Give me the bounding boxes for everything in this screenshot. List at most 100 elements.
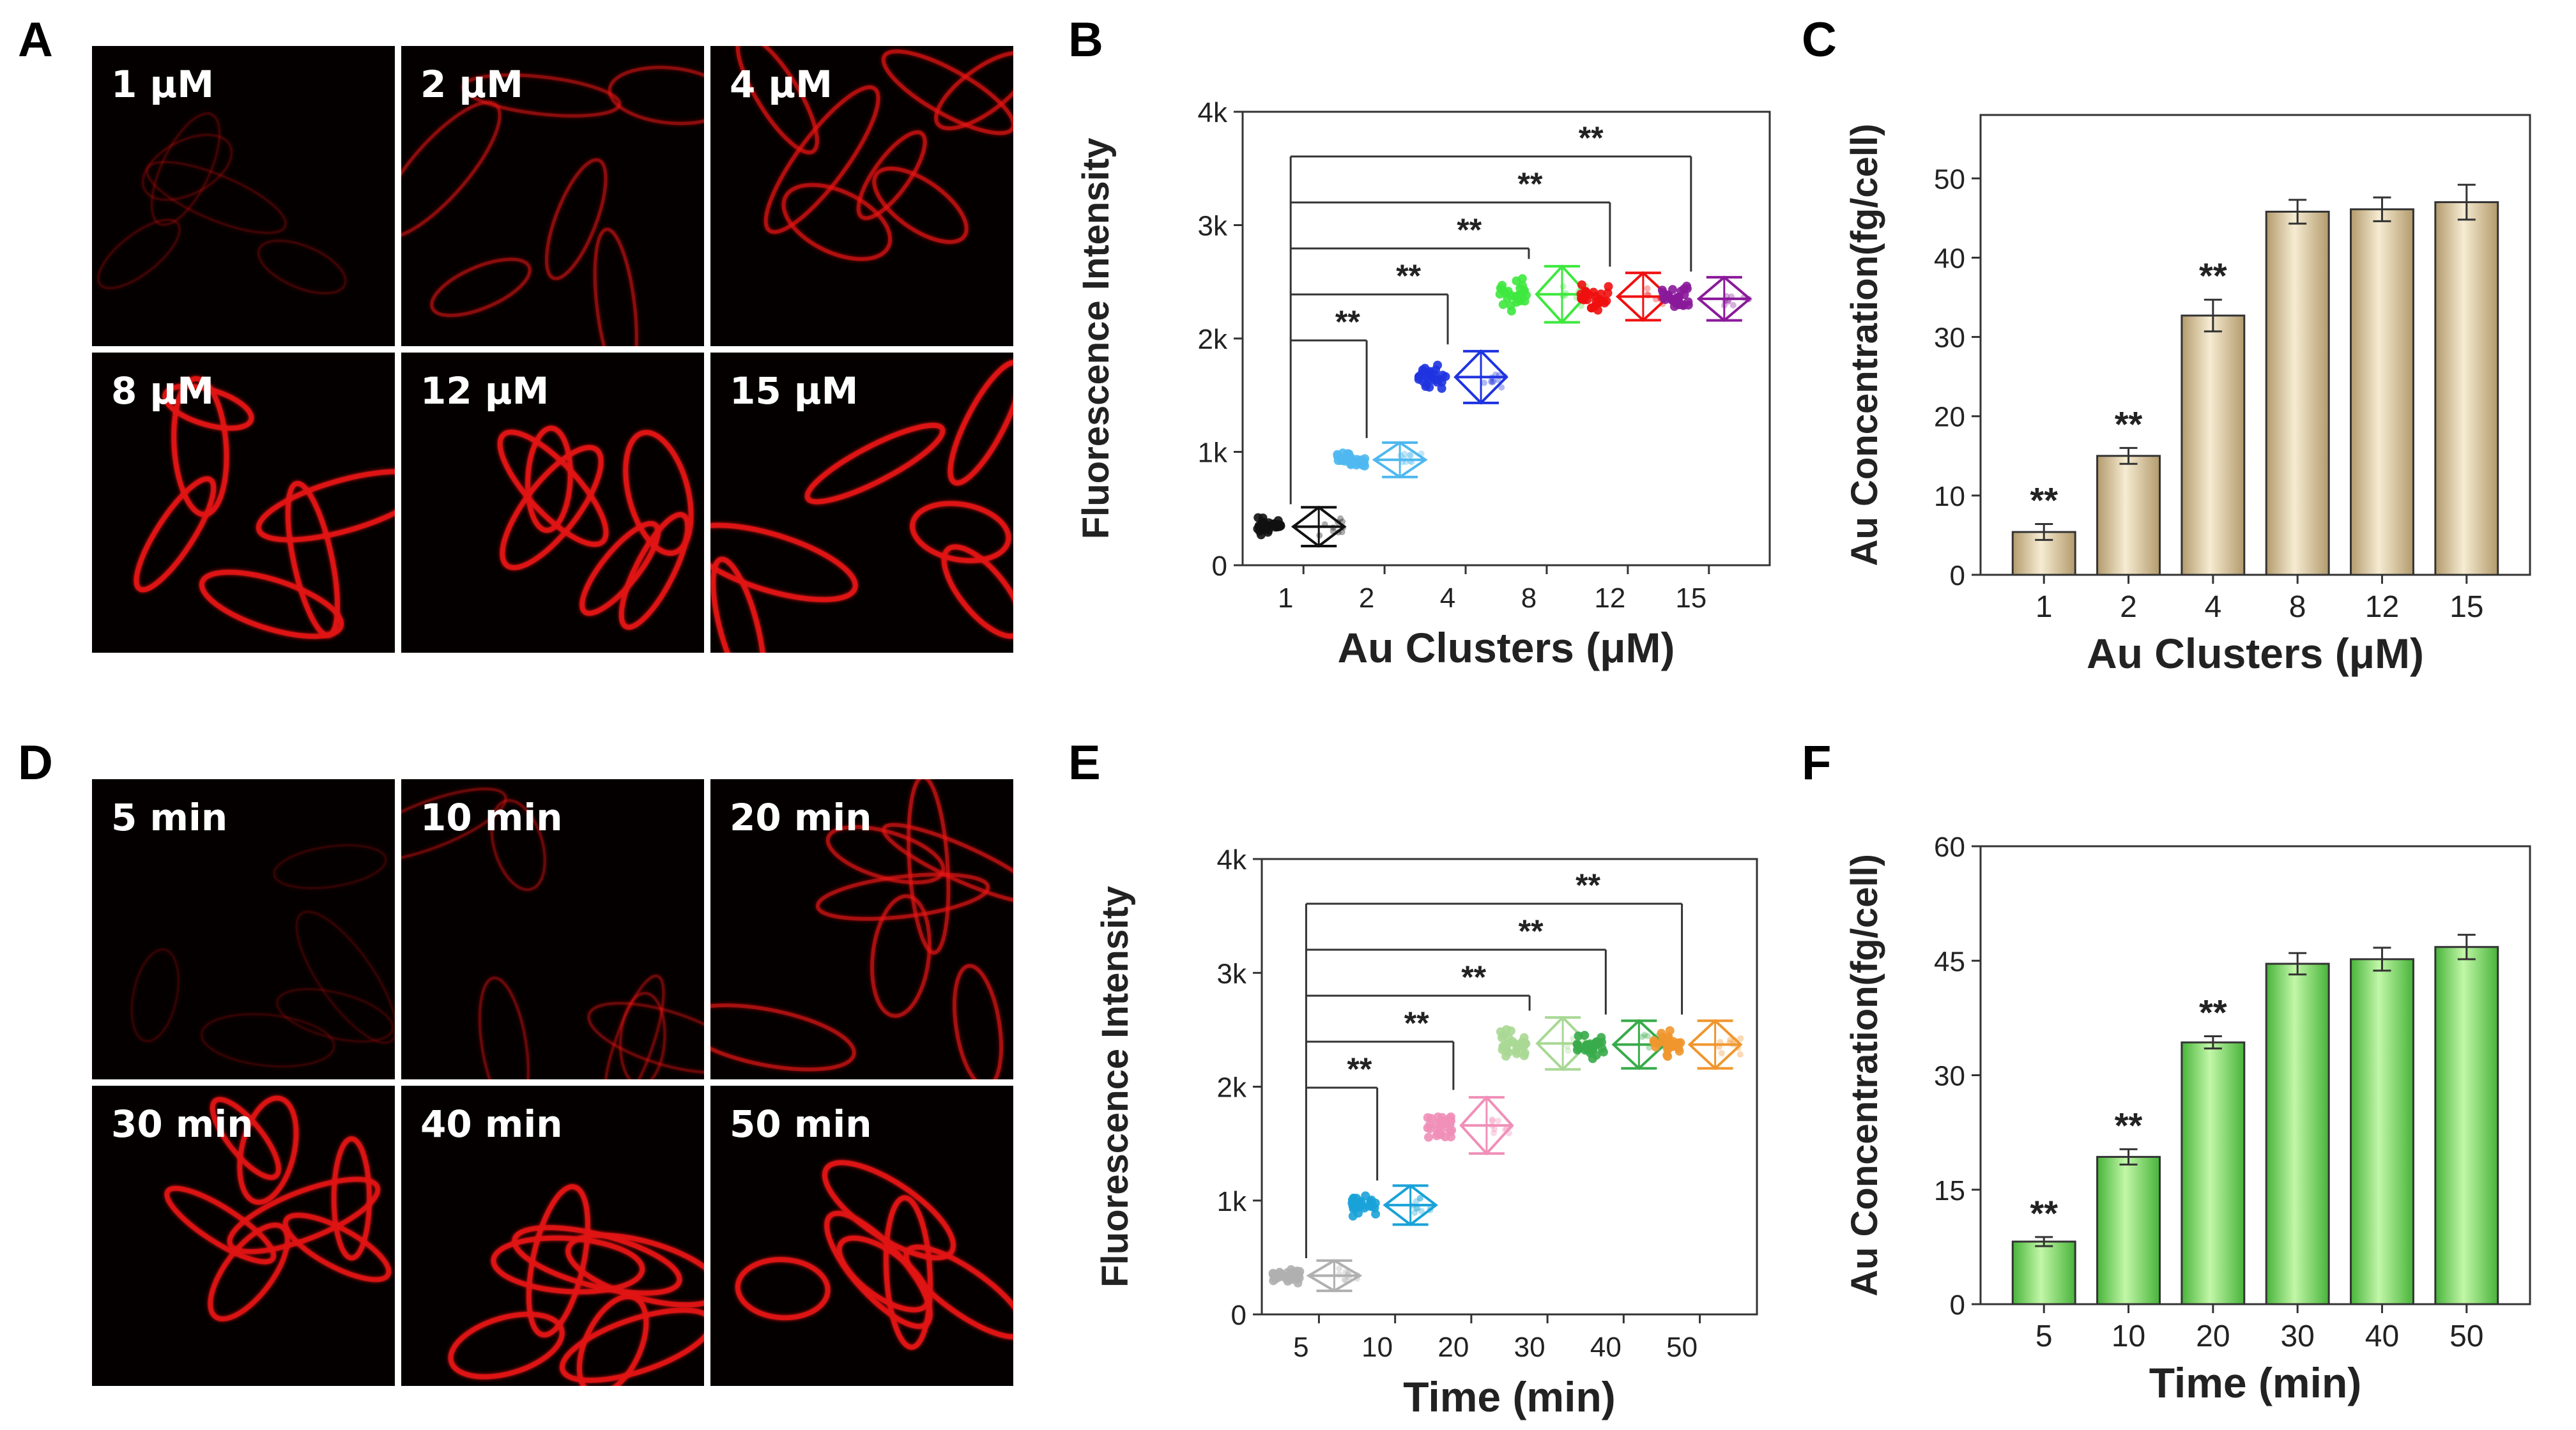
data-group <box>1253 505 1347 548</box>
cell-membrane <box>872 166 969 244</box>
chart-e-fluorescence-vs-time: 0 1k 2k 3k 4k 5 10 20 30 40 50 Time (min) Fluorescen… <box>1094 844 1758 1420</box>
x-tick-label: 40 <box>1590 1332 1621 1363</box>
bar-group <box>2350 196 2414 576</box>
data-point <box>1293 1272 1303 1281</box>
data-point <box>1446 1132 1456 1142</box>
y-tick-label: 10 <box>1934 481 1965 512</box>
data-point-faint <box>1646 1044 1653 1051</box>
micrograph-grid-d: 5 min 10 min 20 min 30 min 40 min 50 min <box>92 779 1013 1386</box>
x-tick-label: 50 <box>1666 1332 1698 1363</box>
micrograph-tile <box>401 779 704 1079</box>
bar-group: ** <box>2096 1105 2161 1305</box>
cell-membrane <box>941 544 1013 639</box>
micrograph-tile <box>92 353 395 653</box>
data-point <box>1519 1051 1529 1061</box>
cell-membrane <box>618 991 666 1079</box>
data-point <box>1353 1200 1363 1210</box>
y-tick-label: 15 <box>1934 1175 1965 1206</box>
cell-membrane <box>544 158 608 280</box>
cell-membrane <box>96 218 181 290</box>
data-point-faint <box>1416 1194 1423 1201</box>
y-tick-label: 3k <box>1217 958 1247 989</box>
cell-membrane <box>881 49 1013 135</box>
cell-membrane <box>579 521 661 616</box>
cell-membrane-glow <box>146 160 288 234</box>
data-group <box>1576 271 1671 323</box>
data-point <box>1520 296 1529 306</box>
micrograph-label: 30 min <box>111 1102 254 1146</box>
cell-membrane-glow <box>401 787 507 863</box>
x-tick-label: 4 <box>1440 582 1455 614</box>
cell-membrane <box>490 798 547 892</box>
cell-membrane-glow <box>490 798 547 892</box>
y-axis-title: Fluorescence Intensity <box>1075 138 1117 540</box>
micrograph-tile <box>92 46 395 346</box>
panel-letter-e: E <box>1068 736 1101 790</box>
data-point-faint <box>1718 1049 1725 1056</box>
data-group <box>1268 1259 1363 1293</box>
x-tick-label: 2 <box>1359 582 1374 614</box>
data-point <box>1650 1038 1659 1047</box>
y-axis-title: Au Concentration(fg/cell) <box>1844 854 1885 1297</box>
micrograph-tile <box>710 1086 1013 1386</box>
data-point-faint <box>1411 1209 1418 1216</box>
micrograph-tile <box>92 779 395 1079</box>
data-point <box>1517 274 1527 284</box>
bar <box>2096 1155 2161 1305</box>
x-tick-label: 40 <box>2365 1320 2399 1353</box>
panel-letter-a: A <box>18 13 53 67</box>
data-point <box>1582 1040 1591 1049</box>
data-point-faint <box>1401 450 1408 457</box>
x-tick-label: 12 <box>2365 590 2399 624</box>
data-point <box>1680 290 1689 300</box>
cell-membrane <box>461 73 622 118</box>
y-tick-label: 0 <box>1950 1289 1965 1321</box>
micrograph-label: 8 μM <box>111 369 214 413</box>
data-point-faint <box>1644 1033 1651 1040</box>
data-point <box>1658 1033 1667 1042</box>
cell-membrane-glow <box>275 988 394 1043</box>
data-point <box>1672 300 1682 309</box>
cell-membrane-glow <box>273 844 387 890</box>
cell-membrane <box>882 823 1013 904</box>
significance-marker: ** <box>1461 959 1486 995</box>
tile-background <box>92 779 395 1079</box>
cell-membrane <box>526 1184 590 1338</box>
data-point <box>1269 1276 1278 1286</box>
x-tick-label: 1 <box>1278 582 1293 614</box>
panel-letter-d: D <box>18 736 53 790</box>
data-point-faint <box>1737 1035 1744 1042</box>
data-point <box>1437 384 1446 393</box>
data-group <box>1649 1019 1744 1070</box>
y-tick-label: 2k <box>1217 1072 1247 1104</box>
cell-membrane <box>275 988 394 1043</box>
data-point <box>1277 1270 1287 1280</box>
cell-membrane <box>500 445 604 570</box>
cell-membrane <box>618 512 691 630</box>
micrograph-tile <box>401 1086 704 1386</box>
plot-frame <box>1979 114 2531 576</box>
bar <box>2265 962 2330 1305</box>
x-tick-label: 8 <box>1521 582 1537 614</box>
cell-membrane <box>870 894 931 1018</box>
data-point-faint <box>1491 1125 1498 1132</box>
significance-marker: ** <box>1457 212 1482 248</box>
cell-membrane <box>130 948 180 1043</box>
bar <box>2350 208 2414 576</box>
data-group <box>1423 1095 1514 1156</box>
cell-membrane <box>710 556 767 653</box>
data-point <box>1445 1116 1455 1126</box>
x-tick-label: 50 <box>2450 1320 2483 1353</box>
x-tick-label: 15 <box>2450 590 2483 624</box>
cell-membrane-glow <box>295 910 395 1044</box>
chart-c-au-uptake-vs-concentration: ** 1 ** 2 ** 4 8 12 15 0 10 20 30 40 50 Au Clusters (μM… <box>1844 114 2531 677</box>
significance-marker: ** <box>1579 120 1604 156</box>
cell-membrane <box>512 1225 682 1296</box>
data-point-faint <box>1729 301 1736 308</box>
micrograph-tile <box>710 46 1013 346</box>
cell-membrane <box>815 872 990 921</box>
cell-membrane <box>825 825 946 885</box>
chart-f-au-uptake-vs-time: ** 5 ** 10 ** 20 30 40 50 0 15 30 45 60 Time (min) Au C… <box>1844 832 2531 1406</box>
data-point <box>1353 1208 1363 1218</box>
cell-membrane-glow <box>602 974 665 1079</box>
